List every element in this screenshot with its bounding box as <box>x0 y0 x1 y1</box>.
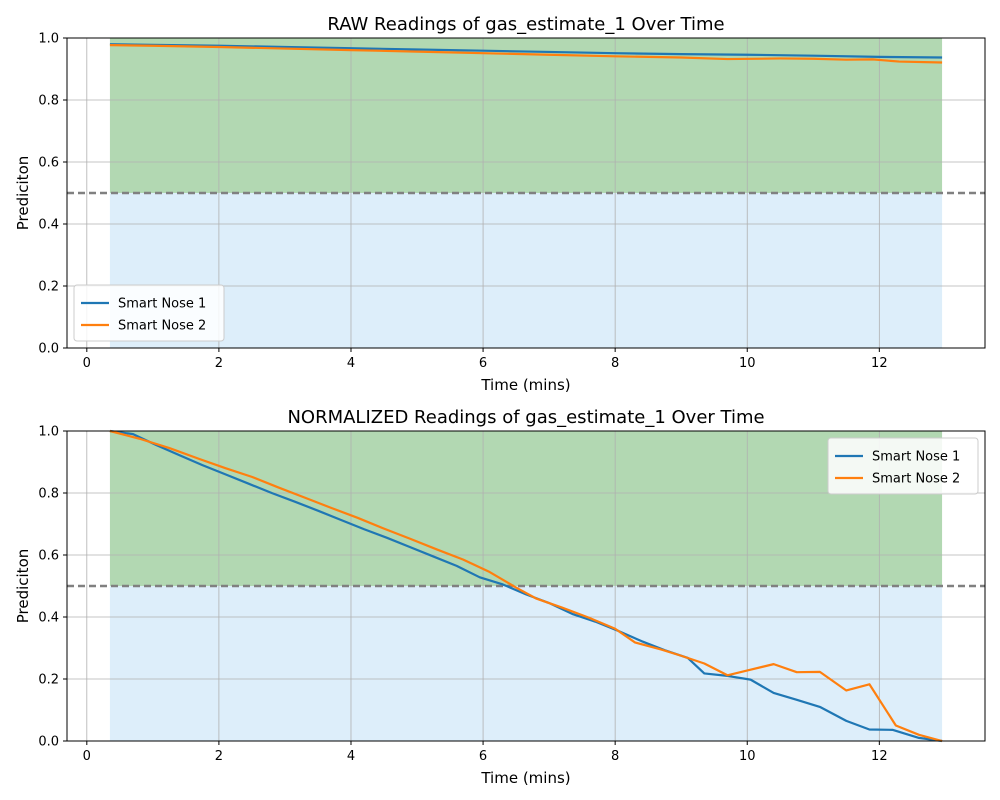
below-threshold-region <box>109 586 943 741</box>
y-tick-label: 0.2 <box>38 280 59 295</box>
x-axis-label: Time (mins) <box>480 376 570 394</box>
y-axis-label: Prediciton <box>14 156 32 231</box>
y-tick-label: 0.0 <box>38 735 59 750</box>
legend-box <box>73 284 225 342</box>
x-tick-label: 10 <box>739 356 756 371</box>
x-tick-label: 0 <box>83 356 91 371</box>
y-tick-label: 0.2 <box>38 673 59 688</box>
x-tick-label: 2 <box>215 749 223 764</box>
y-tick-label: 0.8 <box>38 94 59 109</box>
x-tick-label: 6 <box>479 356 487 371</box>
below-threshold-region <box>109 193 943 348</box>
x-tick-label: 10 <box>739 749 756 764</box>
y-tick-label: 0.8 <box>38 487 59 502</box>
above-threshold-region <box>109 431 943 586</box>
y-tick-label: 1.0 <box>38 32 59 47</box>
legend-label-2: Smart Nose 2 <box>872 472 960 487</box>
plot-frame <box>66 37 986 349</box>
legend: Smart Nose 1 Smart Nose 2 <box>73 284 225 342</box>
x-tick-label: 4 <box>347 356 355 371</box>
series-line-1 <box>109 429 943 743</box>
x-tick-label: 12 <box>871 749 888 764</box>
x-axis-label: Time (mins) <box>480 769 570 787</box>
legend-box <box>827 437 979 495</box>
chart-title: RAW Readings of gas_estimate_1 Over Time <box>327 14 724 35</box>
legend-label-1: Smart Nose 1 <box>872 450 960 465</box>
y-tick-label: 0.4 <box>38 611 59 626</box>
y-tick-label: 0.6 <box>38 549 59 564</box>
x-tick-label: 4 <box>347 749 355 764</box>
y-axis-label: Prediciton <box>14 549 32 624</box>
x-tick-label: 8 <box>611 749 619 764</box>
chart-title: NORMALIZED Readings of gas_estimate_1 Ov… <box>287 407 764 428</box>
legend-label-1: Smart Nose 1 <box>118 297 206 312</box>
normalized-readings-chart: 0 2 4 6 8 10 12 0.0 0.2 0.4 0.6 0.8 1.0 NORMALIZED Re… <box>14 407 986 787</box>
legend: Smart Nose 1 Smart Nose 2 <box>827 437 979 495</box>
y-tick-label: 0.4 <box>38 218 59 233</box>
y-tick-label: 0.6 <box>38 156 59 171</box>
series-line-2 <box>109 429 943 743</box>
y-tick-label: 1.0 <box>38 425 59 440</box>
x-tick-label: 12 <box>871 356 888 371</box>
y-tick-label: 0.0 <box>38 342 59 357</box>
plot-frame <box>66 430 986 742</box>
raw-readings-chart: 0 2 4 6 8 10 12 0.0 0.2 0.4 0.6 0.8 1.0 RAW Readings … <box>14 14 986 394</box>
series-line-1 <box>109 43 943 59</box>
x-tick-label: 8 <box>611 356 619 371</box>
above-threshold-region <box>109 38 943 193</box>
series-line-2 <box>109 44 943 64</box>
x-tick-label: 6 <box>479 749 487 764</box>
legend-label-2: Smart Nose 2 <box>118 319 206 334</box>
x-tick-label: 0 <box>83 749 91 764</box>
x-tick-label: 2 <box>215 356 223 371</box>
